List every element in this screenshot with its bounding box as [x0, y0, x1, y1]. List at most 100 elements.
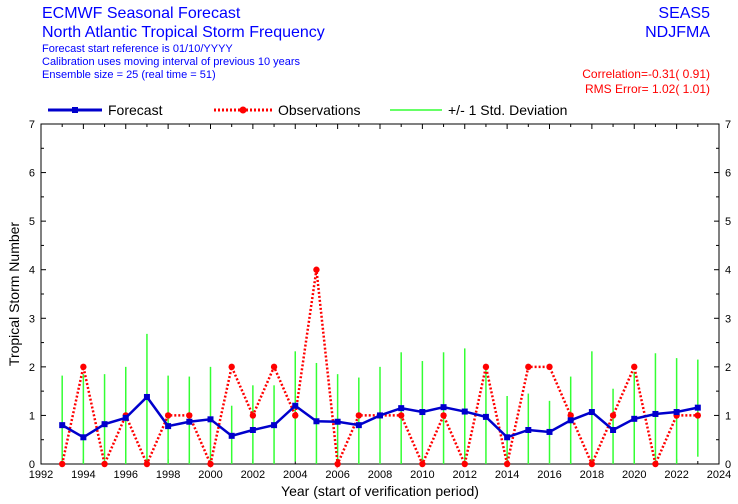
info-calibration: Calibration uses moving interval of prev… [42, 56, 301, 68]
y-tick-label-left: 5 [29, 216, 35, 228]
y-tick-label-left: 3 [29, 313, 35, 325]
forecast-point [292, 402, 299, 409]
x-tick-label: 2004 [283, 469, 307, 481]
forecast-point [525, 427, 532, 433]
system-name: SEAS5 [658, 5, 710, 22]
y-axis-label: Tropical Storm Number [6, 222, 22, 367]
forecast-point [504, 434, 511, 441]
x-tick-label: 2008 [368, 469, 392, 481]
x-tick-label: 1996 [114, 469, 138, 481]
x-tick-label: 2014 [495, 469, 519, 481]
forecast-point [610, 427, 617, 433]
legend-observations-marker [239, 106, 247, 114]
observation-point [482, 363, 490, 371]
y-tick-label-right: 2 [725, 362, 731, 374]
y-tick-label-left: 2 [29, 362, 35, 374]
rms-error-stat: RMS Error= 1.02( 1.01) [584, 82, 710, 96]
observations-series [58, 266, 702, 469]
forecast-point [631, 415, 638, 422]
forecast-point [249, 427, 256, 433]
forecast-point [59, 422, 66, 429]
x-tick-label: 1992 [29, 469, 53, 481]
observation-point [228, 363, 235, 371]
y-tick-label-left: 4 [29, 265, 35, 277]
y-tick-label-right: 0 [725, 459, 731, 471]
forecast-point [419, 409, 426, 416]
forecast-point [546, 428, 553, 435]
observation-point [207, 460, 214, 468]
x-tick-label: 2016 [537, 469, 561, 481]
forecast-point [673, 409, 680, 416]
forecast-point [80, 434, 87, 441]
y-tick-label-right: 7 [725, 119, 731, 131]
forecast-point [143, 393, 150, 400]
observation-point [546, 363, 553, 371]
x-tick-label: 2012 [453, 469, 477, 481]
observation-point [461, 460, 468, 468]
observation-point [186, 412, 193, 419]
title-line1: ECMWF Seasonal Forecast [42, 5, 241, 22]
y-tick-label-left: 1 [29, 410, 35, 422]
forecast-point [101, 421, 108, 428]
observation-point [80, 363, 87, 371]
forecast-series [59, 393, 701, 441]
y-tick-label-right: 6 [725, 168, 731, 180]
observation-point [164, 412, 172, 419]
observation-point [334, 460, 341, 468]
axes: 1992 1994 1996 1998 2000 2002 2004 2 0 0 6 2008 2010… [29, 119, 731, 481]
observation-point [567, 412, 574, 419]
observation-point [101, 460, 108, 468]
info-forecast-start: Forecast start reference is 01/10/YYYY [42, 43, 233, 55]
x-tick-label: 1994 [71, 469, 95, 481]
legend-stddev-label: +/- 1 Std. Deviation [448, 102, 567, 118]
observation-point [270, 363, 278, 371]
observation-point [419, 460, 426, 468]
y-tick-label-left: 7 [29, 119, 35, 131]
observation-point [249, 412, 257, 419]
forecast-point [186, 418, 193, 425]
forecast-point [228, 432, 235, 439]
forecast-point [313, 418, 320, 425]
legend-forecast-marker [72, 107, 78, 113]
x-tick-label: 2024 [707, 469, 731, 481]
x-tick-label: 1998 [156, 469, 180, 481]
y-tick-label-right: 4 [725, 265, 731, 277]
correlation-stat: Correlation=-0.31( 0.91) [582, 67, 710, 81]
observation-point [355, 412, 363, 419]
forecast-point [652, 410, 659, 417]
y-tick-label-right: 1 [725, 410, 731, 422]
x-tick-label: 2022 [664, 469, 688, 481]
forecast-point [377, 412, 383, 419]
x-tick-label: 2018 [580, 469, 604, 481]
observation-point [397, 412, 405, 419]
observation-point [525, 363, 532, 371]
observation-point [143, 460, 151, 468]
observation-point [631, 363, 638, 371]
x-tick-label: 2020 [622, 469, 646, 481]
forecast-point [694, 404, 701, 411]
forecast-point [271, 422, 278, 429]
observation-point [588, 460, 596, 468]
x-axis-label: Year (start of verification period) [281, 483, 479, 499]
y-tick-label-left: 0 [29, 459, 35, 471]
forecast-point [482, 413, 489, 420]
observation-point [609, 412, 617, 419]
observation-point [292, 412, 299, 419]
forecast-point [122, 414, 129, 421]
legend-forecast-label: Forecast [108, 102, 163, 118]
forecast-point [334, 418, 341, 425]
forecast-point [165, 423, 172, 430]
observation-point [440, 412, 447, 419]
forecast-point [461, 408, 468, 415]
forecast-point [355, 422, 362, 429]
legend: Forecast Observations +/- 1 Std. Deviati… [48, 102, 567, 118]
forecast-point [567, 417, 574, 424]
x-tick-label: 2010 [410, 469, 434, 481]
x-tick-label: 2000 [198, 469, 222, 481]
y-tick-label-right: 3 [725, 313, 731, 325]
title-line2: North Atlantic Tropical Storm Frequency [42, 24, 325, 41]
observation-point [313, 266, 320, 273]
observation-point [652, 460, 659, 468]
x-tick-label: 2002 [241, 469, 265, 481]
